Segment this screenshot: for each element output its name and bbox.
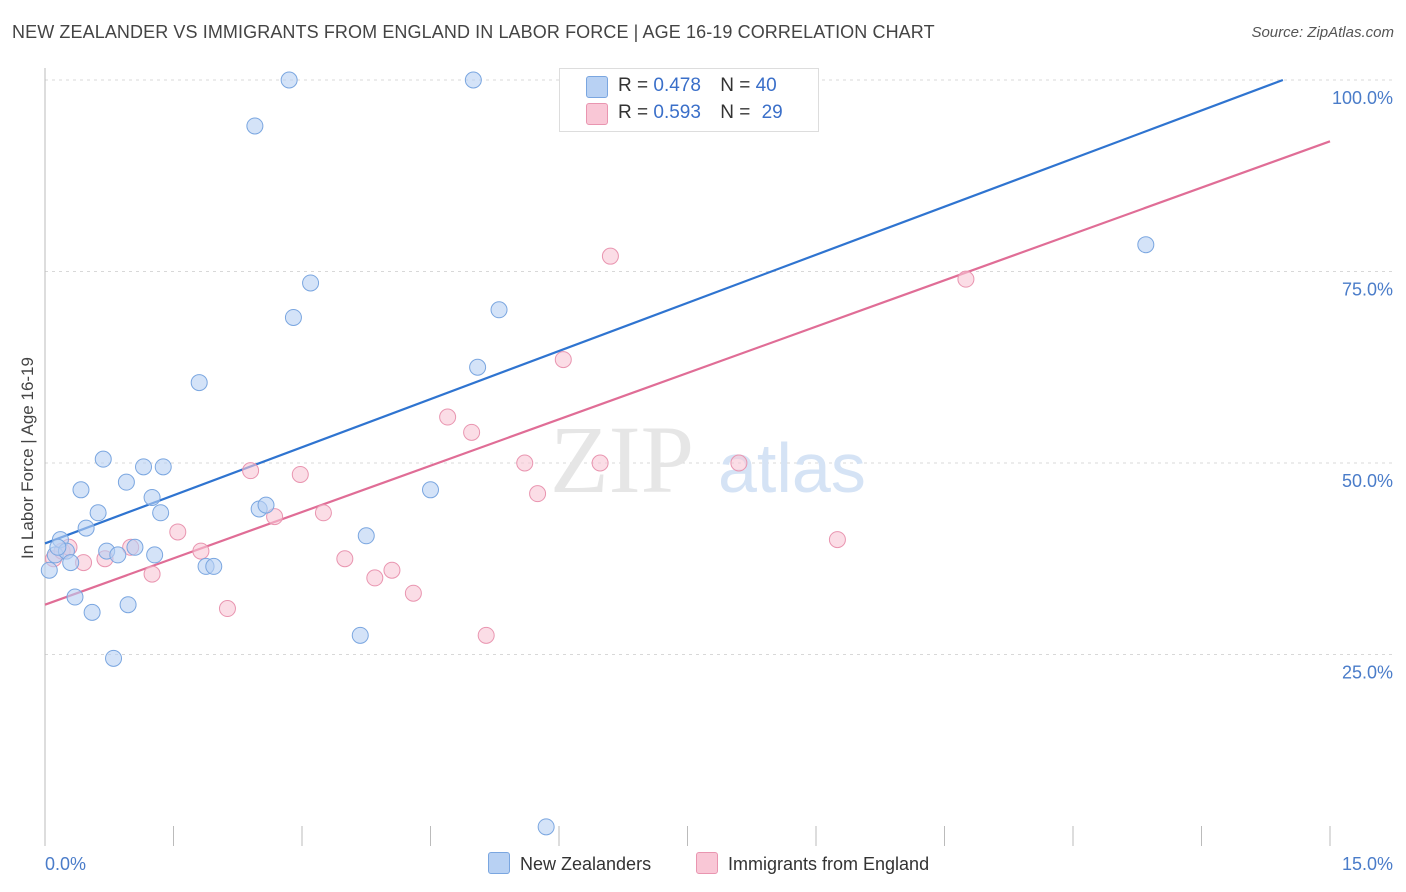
data-point-pink [828,531,846,549]
tick-labels: 25.0% 50.0% 75.0% 100.0% 0.0% 15.0% [45,88,1393,874]
legend-n-label: N = [720,102,751,123]
bottom-legend-blue: New Zealanders [488,852,651,875]
x-tick-label-max: 15.0% [1342,854,1393,874]
data-point-pink [957,270,975,288]
data-point-blue [154,458,172,476]
legend-r-label: R = [618,75,649,96]
data-point-blue [66,588,84,606]
x-tick-label-min: 0.0% [45,854,86,874]
data-point-pink [477,626,495,644]
y-tick-label: 25.0% [1342,663,1393,683]
data-point-pink [554,351,572,369]
data-point-blue [109,546,127,564]
legend-n-label: N = [720,75,751,96]
data-point-blue [537,818,555,836]
data-point-blue [246,117,264,135]
legend-blue-swatch [586,76,608,98]
data-point-blue [205,557,223,575]
data-point-blue [83,603,101,621]
series-blue-points [40,71,1155,836]
legend-blue-r: 0.478 [653,75,701,96]
data-point-pink [192,542,210,560]
data-point-blue [105,649,123,667]
data-point-blue [126,538,144,556]
data-point-pink [601,247,619,265]
data-point-pink [242,462,260,480]
source-label: Source: ZipAtlas.com [1251,24,1394,41]
data-point-blue [143,488,161,506]
data-point-blue [280,71,298,89]
stats-legend: R = 0.478 N = 40 R = 0.593 N = 29 [559,68,819,132]
data-point-pink [404,584,422,602]
axes [44,68,1331,846]
data-point-pink [266,508,284,526]
data-point-blue [89,504,107,522]
data-point-blue [117,473,135,491]
bottom-legend-pink-swatch [696,852,718,874]
data-point-blue [302,274,320,292]
data-point-blue [119,596,137,614]
data-point-blue [351,626,369,644]
chart-title: NEW ZEALANDER VS IMMIGRANTS FROM ENGLAND… [12,22,935,42]
data-point-blue [77,519,95,537]
data-point-blue [49,538,67,556]
data-point-blue [146,546,164,564]
data-point-pink [314,504,332,522]
data-point-pink [218,600,236,618]
legend-pink-r: 0.593 [653,102,701,123]
data-point-blue [152,504,170,522]
y-tick-label: 50.0% [1342,471,1393,491]
legend-row-blue: R = 0.478 N = 40 [618,75,777,97]
data-point-blue [357,527,375,545]
y-tick-label: 100.0% [1332,88,1393,108]
data-point-pink [366,569,384,587]
bottom-legend-pink: Immigrants from England [696,852,929,875]
data-point-blue [422,481,439,499]
data-point-pink [591,454,609,472]
data-point-pink [439,408,457,426]
data-point-blue [62,554,80,572]
trend-lines [44,78,1331,606]
data-point-pink [291,465,309,483]
data-point-pink [143,565,161,583]
data-point-blue [135,458,153,476]
watermark-zip: ZIP [550,406,694,513]
legend-pink-swatch [586,103,608,125]
data-point-blue [72,481,90,499]
data-point-pink [463,423,481,441]
data-point-pink [336,550,354,568]
data-point-blue [257,496,275,514]
data-point-blue [490,301,508,319]
legend-r-label: R = [618,102,649,123]
legend-row-pink: R = 0.593 N = 29 [618,102,783,124]
bottom-legend-blue-swatch [488,852,510,874]
legend-blue-n: 40 [755,75,777,96]
bottom-legend-blue-label: New Zealanders [520,854,652,874]
data-point-blue [469,358,487,376]
data-point-pink [169,523,187,541]
data-point-pink [529,485,547,503]
data-point-blue [464,71,482,89]
legend-pink-n: 29 [761,102,783,123]
data-point-pink [516,454,534,472]
data-point-blue [40,561,58,579]
y-tick-label: 75.0% [1342,280,1393,300]
bottom-legend-pink-label: Immigrants from England [728,854,930,874]
data-point-blue [94,450,112,468]
data-point-blue [1137,236,1155,254]
trend-line-pink [44,140,1331,606]
data-point-blue [284,308,302,326]
data-point-pink [383,561,401,579]
data-point-blue [190,374,208,392]
grid-lines [45,79,1393,655]
data-point-pink [730,454,748,472]
